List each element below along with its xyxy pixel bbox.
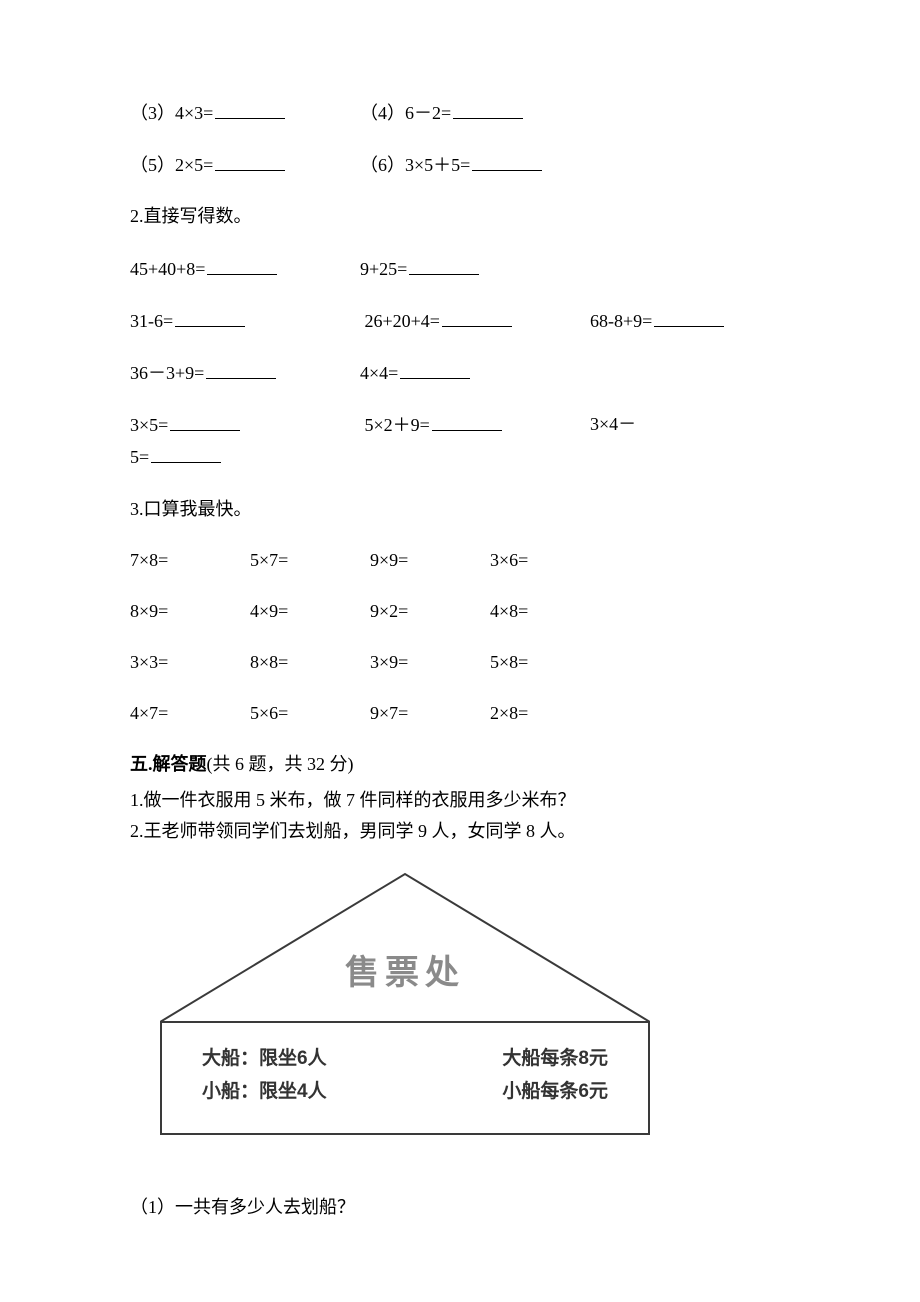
q2-row2: 31-6= 26+20+4= 68-8+9= [130,308,790,334]
item-3-label: （3）4×3= [130,103,213,123]
q3-r3-c4: 5×8= [490,650,610,675]
q3-r3-c3: 3×9= [370,650,490,675]
expr: 68-8+9= [590,311,652,331]
q2-r2-c1: 31-6= [130,308,360,334]
blank[interactable] [206,360,276,379]
block1-row2: （5）2×5= （6）3×5＋5= [130,152,790,178]
expr: 3×5= [130,415,168,435]
q2-r2-c2: 26+20+4= [360,308,590,334]
blank[interactable] [170,412,240,431]
blank[interactable] [442,308,512,327]
q3-r4-c3: 9×7= [370,701,490,726]
q2-row3: 36－3+9= 4×4= [130,360,790,386]
blank[interactable] [207,256,277,275]
ticket-booth-diagram: 售票处 大船：限坐6人 小船：限坐4人 大船每条8元 小船每条6元 [160,872,650,1135]
blank[interactable] [175,308,245,327]
expr: 31-6= [130,311,173,331]
q2-r4-c2: 5×2＋9= [360,412,590,438]
q2-r1-c2: 9+25= [360,256,560,282]
block1-row1: （3）4×3= （4）6－2= [130,100,790,126]
ticket-title: 售票处 [160,950,650,998]
item-5-label: （5）2×5= [130,155,213,175]
section5-q2: 2.王老师带领同学们去划船，男同学 9 人，女同学 8 人。 [130,819,790,844]
blank[interactable] [400,360,470,379]
ticket-roof: 售票处 [160,872,650,1022]
expr: 36－3+9= [130,363,204,383]
blank[interactable] [654,308,724,327]
blank[interactable] [215,152,285,171]
q3-row2: 8×9= 4×9= 9×2= 4×8= [130,599,790,624]
expr: 9+25= [360,259,407,279]
item-6: （6）3×5＋5= [360,152,560,178]
big-boat-price: 大船每条8元 [502,1046,608,1073]
q2-r3-c2: 4×4= [360,360,560,386]
worksheet-page: （3）4×3= （4）6－2= （5）2×5= （6）3×5＋5= 2.直接写得… [0,0,920,1300]
expr: 45+40+8= [130,259,205,279]
item-4: （4）6－2= [360,100,560,126]
blank[interactable] [409,256,479,275]
section5-q1: 1.做一件衣服用 5 米布，做 7 件同样的衣服用多少米布？ [130,788,790,813]
q3-r2-c2: 4×9= [250,599,370,624]
ticket-left-col: 大船：限坐6人 小船：限坐4人 [202,1040,327,1111]
section5-heading-main: 五.解答题 [130,754,207,774]
q3-row3: 3×3= 8×8= 3×9= 5×8= [130,650,790,675]
blank[interactable] [472,152,542,171]
q3-r1-c1: 7×8= [130,548,250,573]
roof-icon [160,872,650,1024]
q3-r2-c3: 9×2= [370,599,490,624]
expr: 3×4－ [590,414,636,434]
expr: 26+20+4= [365,311,440,331]
q3-row4: 4×7= 5×6= 9×7= 2×8= [130,701,790,726]
q3-r3-c2: 8×8= [250,650,370,675]
item-4-label: （4）6－2= [360,103,451,123]
expr: 5×2＋9= [365,415,430,435]
q2-r4-c3: 3×4－ [590,412,790,438]
section5-sub1: （1）一共有多少人去划船？ [130,1195,790,1220]
q2-title: 2.直接写得数。 [130,204,790,229]
q3-r3-c1: 3×3= [130,650,250,675]
blank[interactable] [151,444,221,463]
expr: 4×4= [360,363,398,383]
q2-r2-c3: 68-8+9= [590,308,790,334]
small-boat-limit: 小船：限坐4人 [202,1079,327,1106]
q3-r2-c4: 4×8= [490,599,610,624]
section5-heading-info: (共 6 题，共 32 分) [207,754,354,774]
q2-row4: 3×5= 5×2＋9= 3×4－ [130,412,790,438]
expr: 5= [130,447,149,467]
q3-r2-c1: 8×9= [130,599,250,624]
q2-r4-c1: 3×5= [130,412,360,438]
q3-r4-c4: 2×8= [490,701,610,726]
blank[interactable] [215,100,285,119]
q3-title: 3.口算我最快。 [130,497,790,522]
big-boat-limit: 大船：限坐6人 [202,1046,327,1073]
small-boat-price: 小船每条6元 [502,1079,608,1106]
blank[interactable] [432,412,502,431]
q3-r1-c2: 5×7= [250,548,370,573]
q3-row1: 7×8= 5×7= 9×9= 3×6= [130,548,790,573]
blank[interactable] [453,100,523,119]
q3-r4-c1: 4×7= [130,701,250,726]
item-6-label: （6）3×5＋5= [360,155,470,175]
q3-r1-c3: 9×9= [370,548,490,573]
q3-r1-c4: 3×6= [490,548,610,573]
q3-r4-c2: 5×6= [250,701,370,726]
item-5: （5）2×5= [130,152,360,178]
q2-row1: 45+40+8= 9+25= [130,256,790,282]
q2-r1-c1: 45+40+8= [130,256,360,282]
q2-tail: 5= [130,444,790,470]
q2-r3-c1: 36－3+9= [130,360,360,386]
ticket-right-col: 大船每条8元 小船每条6元 [502,1040,608,1111]
ticket-body: 大船：限坐6人 小船：限坐4人 大船每条8元 小船每条6元 [160,1022,650,1135]
item-3: （3）4×3= [130,100,360,126]
section5-heading: 五.解答题(共 6 题，共 32 分) [130,752,790,777]
